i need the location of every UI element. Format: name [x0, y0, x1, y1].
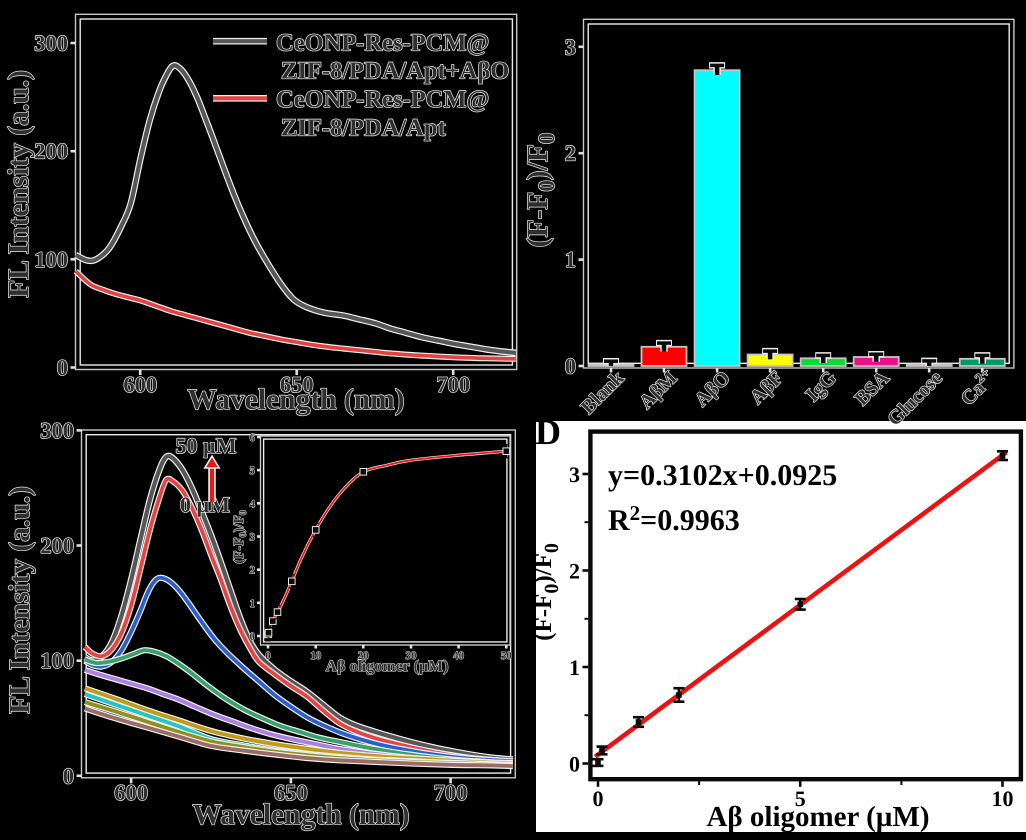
svg-text:0: 0 — [265, 650, 271, 662]
svg-text:(F-F0)/F0: (F-F0)/F0 — [522, 133, 559, 248]
svg-text:3: 3 — [565, 34, 576, 59]
svg-text:650: 650 — [280, 372, 314, 397]
svg-text:3: 3 — [569, 462, 580, 487]
svg-text:R2=0.9963: R2=0.9963 — [608, 501, 740, 537]
svg-text:D: D — [535, 412, 561, 452]
svg-text:0: 0 — [63, 763, 74, 788]
svg-text:Aβ oligomer (µM): Aβ oligomer (µM) — [325, 658, 448, 675]
svg-text:2: 2 — [569, 559, 580, 584]
svg-text:650: 650 — [274, 780, 308, 805]
svg-text:700: 700 — [436, 372, 470, 397]
svg-text:ZIF-8/PDA/Apt: ZIF-8/PDA/Apt — [281, 115, 447, 142]
svg-text:1: 1 — [565, 247, 576, 272]
svg-text:300: 300 — [40, 418, 74, 443]
svg-text:6: 6 — [250, 432, 256, 444]
svg-text:ZIF-8/PDA/Apt+AβO: ZIF-8/PDA/Apt+AβO — [281, 58, 509, 85]
svg-text:200: 200 — [40, 533, 74, 558]
svg-text:Wavelength (nm): Wavelength (nm) — [192, 799, 409, 831]
svg-text:FL Intensity (a.u.): FL Intensity (a.u.) — [4, 486, 36, 714]
svg-text:0: 0 — [569, 752, 580, 777]
svg-text:3: 3 — [250, 532, 256, 544]
svg-text:30: 30 — [406, 650, 418, 662]
svg-text:50 µM: 50 µM — [176, 433, 237, 458]
svg-text:2: 2 — [565, 141, 576, 166]
svg-text:10: 10 — [310, 650, 322, 662]
svg-text:100: 100 — [34, 247, 68, 272]
svg-text:5: 5 — [250, 465, 256, 477]
svg-text:5: 5 — [795, 786, 806, 811]
svg-text:0: 0 — [57, 355, 68, 380]
svg-text:50: 50 — [501, 650, 513, 662]
svg-text:1: 1 — [569, 655, 580, 680]
svg-text:FL Intensity (a.u.): FL Intensity (a.u.) — [3, 70, 35, 298]
svg-text:10: 10 — [992, 786, 1014, 811]
svg-text:0: 0 — [250, 631, 256, 643]
svg-text:100: 100 — [40, 648, 74, 673]
svg-text:y=0.3102x+0.0925: y=0.3102x+0.0925 — [608, 459, 837, 492]
svg-text:CeONP-Res-PCM@: CeONP-Res-PCM@ — [276, 86, 489, 113]
svg-text:1: 1 — [250, 598, 256, 610]
svg-text:200: 200 — [34, 139, 68, 164]
svg-text:0 µM: 0 µM — [180, 492, 230, 517]
svg-text:(F-F0)/F0: (F-F0)/F0 — [232, 510, 249, 564]
svg-text:Aβ oligomer (µM): Aβ oligomer (µM) — [706, 801, 929, 833]
svg-text:600: 600 — [114, 780, 148, 805]
svg-text:Wavelength (nm): Wavelength (nm) — [187, 384, 404, 416]
svg-text:600: 600 — [123, 372, 157, 397]
svg-text:0: 0 — [565, 354, 576, 379]
svg-text:700: 700 — [434, 780, 468, 805]
svg-text:2: 2 — [250, 565, 256, 577]
svg-text:CeONP-Res-PCM@: CeONP-Res-PCM@ — [276, 30, 489, 57]
svg-text:0: 0 — [593, 786, 604, 811]
svg-text:4: 4 — [250, 498, 256, 510]
svg-text:40: 40 — [453, 650, 465, 662]
svg-text:300: 300 — [34, 31, 68, 56]
svg-text:20: 20 — [358, 650, 370, 662]
